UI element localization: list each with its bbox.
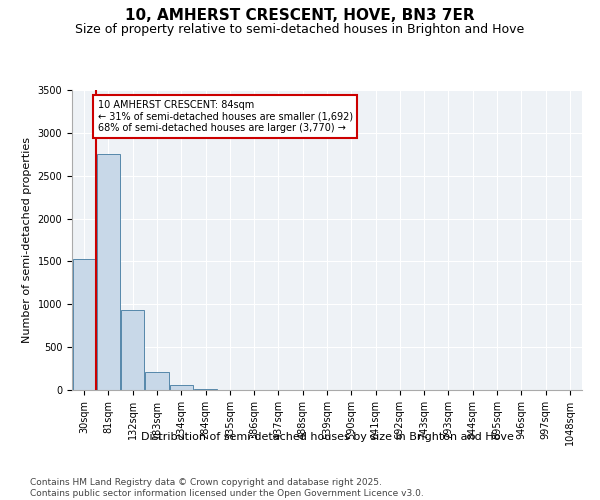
Bar (145, 372, 169, 390)
Text: 10 AMHERST CRESCENT: 84sqm
← 31% of semi-detached houses are smaller (1,692)
68%: 10 AMHERST CRESCENT: 84sqm ← 31% of semi… (97, 100, 353, 134)
Bar (97, 154, 120, 390)
Text: 10, AMHERST CRESCENT, HOVE, BN3 7ER: 10, AMHERST CRESCENT, HOVE, BN3 7ER (125, 8, 475, 22)
Bar (73, 259, 95, 390)
Bar (121, 310, 144, 390)
Text: Distribution of semi-detached houses by size in Brighton and Hove: Distribution of semi-detached houses by … (140, 432, 514, 442)
Y-axis label: Number of semi-detached properties: Number of semi-detached properties (22, 137, 32, 343)
Text: Contains HM Land Registry data © Crown copyright and database right 2025.
Contai: Contains HM Land Registry data © Crown c… (30, 478, 424, 498)
Bar (194, 388, 217, 390)
Text: Size of property relative to semi-detached houses in Brighton and Hove: Size of property relative to semi-detach… (76, 22, 524, 36)
Bar (170, 385, 193, 390)
